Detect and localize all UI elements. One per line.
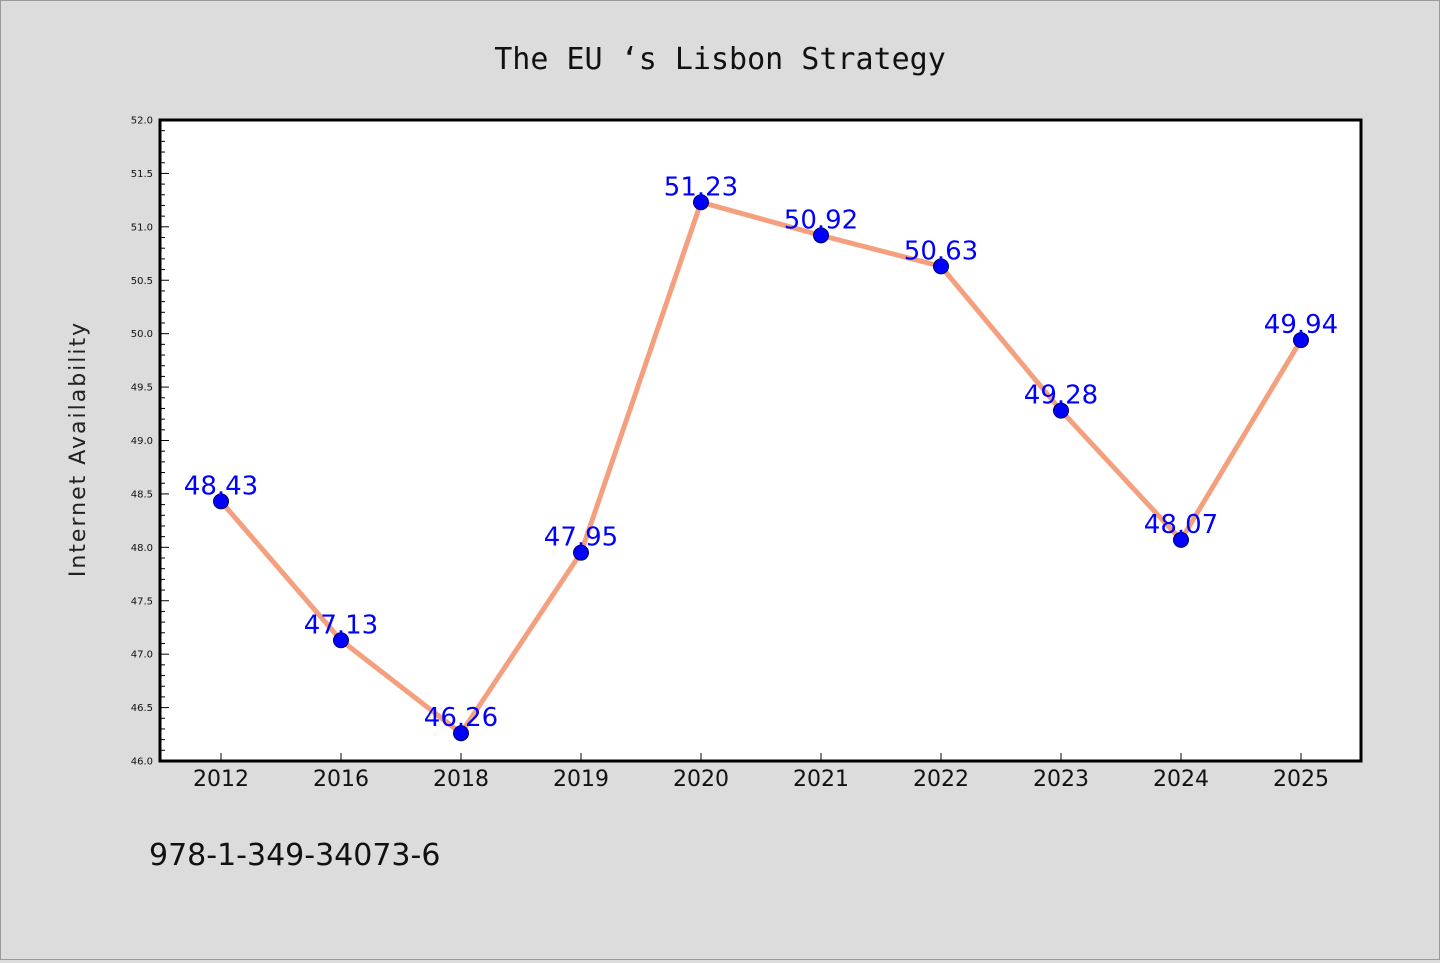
y-tick-label: 50.5 [131, 276, 153, 287]
data-point [813, 227, 829, 244]
data-label: 50.63 [904, 236, 978, 266]
x-tick-label: 2012 [193, 767, 249, 792]
data-label: 48.43 [184, 471, 258, 501]
y-tick-label: 50.0 [131, 329, 153, 340]
data-point [573, 544, 589, 561]
y-tick-label: 46.0 [131, 757, 153, 768]
y-tick-label: 52.0 [131, 116, 153, 127]
y-tick-label: 47.0 [131, 650, 153, 661]
data-label: 47.13 [304, 610, 378, 640]
x-tick-label: 2020 [673, 767, 729, 792]
data-label: 47.95 [544, 523, 618, 553]
series-lines [218, 199, 1304, 736]
y-tick-label: 49.5 [131, 383, 153, 394]
x-tick-label: 2024 [1153, 767, 1209, 792]
data-label: 49.94 [1264, 310, 1338, 340]
data-point [1293, 332, 1309, 349]
data-point [1173, 531, 1189, 548]
y-axis-ticks: 46.0 46.5 47.0 47.5 48.0 48.5 49.0 49.5 50.0 50.5… [131, 116, 169, 768]
data-label: 48.07 [1144, 510, 1218, 540]
data-point [933, 258, 949, 275]
y-tick-label: 46.5 [131, 703, 153, 714]
y-tick-label: 48.5 [131, 489, 153, 500]
series-labels: 48.43 47.13 46.26 47.95 51.23 50.92 50.63 49.28… [184, 172, 1338, 733]
x-tick-label: 2021 [793, 767, 849, 792]
x-tick-label: 2022 [913, 767, 969, 792]
y-tick-label: 51.0 [131, 222, 153, 233]
series-line [218, 199, 1304, 736]
data-point [333, 632, 349, 649]
y-tick-label: 47.5 [131, 596, 153, 607]
y-tick-label: 51.5 [131, 169, 153, 180]
x-tick-label: 2016 [313, 767, 369, 792]
data-point [693, 194, 709, 211]
data-label: 51.23 [664, 172, 738, 202]
data-label: 49.28 [1024, 381, 1098, 411]
x-tick-label: 2018 [433, 767, 489, 792]
x-tick-label: 2023 [1033, 767, 1089, 792]
isbn-text: 978-1-349-34073-6 [149, 838, 440, 873]
y-tick-label: 48.0 [131, 543, 153, 554]
x-tick-label: 2019 [553, 767, 609, 792]
data-point [1053, 402, 1069, 419]
x-tick-label: 2025 [1273, 767, 1329, 792]
data-label: 50.92 [784, 205, 858, 235]
y-axis-label: Internet Availability [66, 321, 91, 577]
series-points [213, 194, 1309, 742]
data-label: 46.26 [424, 703, 498, 733]
x-axis-ticks: 2012 2016 2018 2019 2020 2021 2022 2023 2024 2025 [193, 753, 1329, 792]
chart-title: The EU ‘s Lisbon Strategy [494, 42, 946, 77]
y-tick-label: 49.0 [131, 436, 153, 447]
data-point [453, 725, 469, 742]
data-point [213, 493, 229, 510]
